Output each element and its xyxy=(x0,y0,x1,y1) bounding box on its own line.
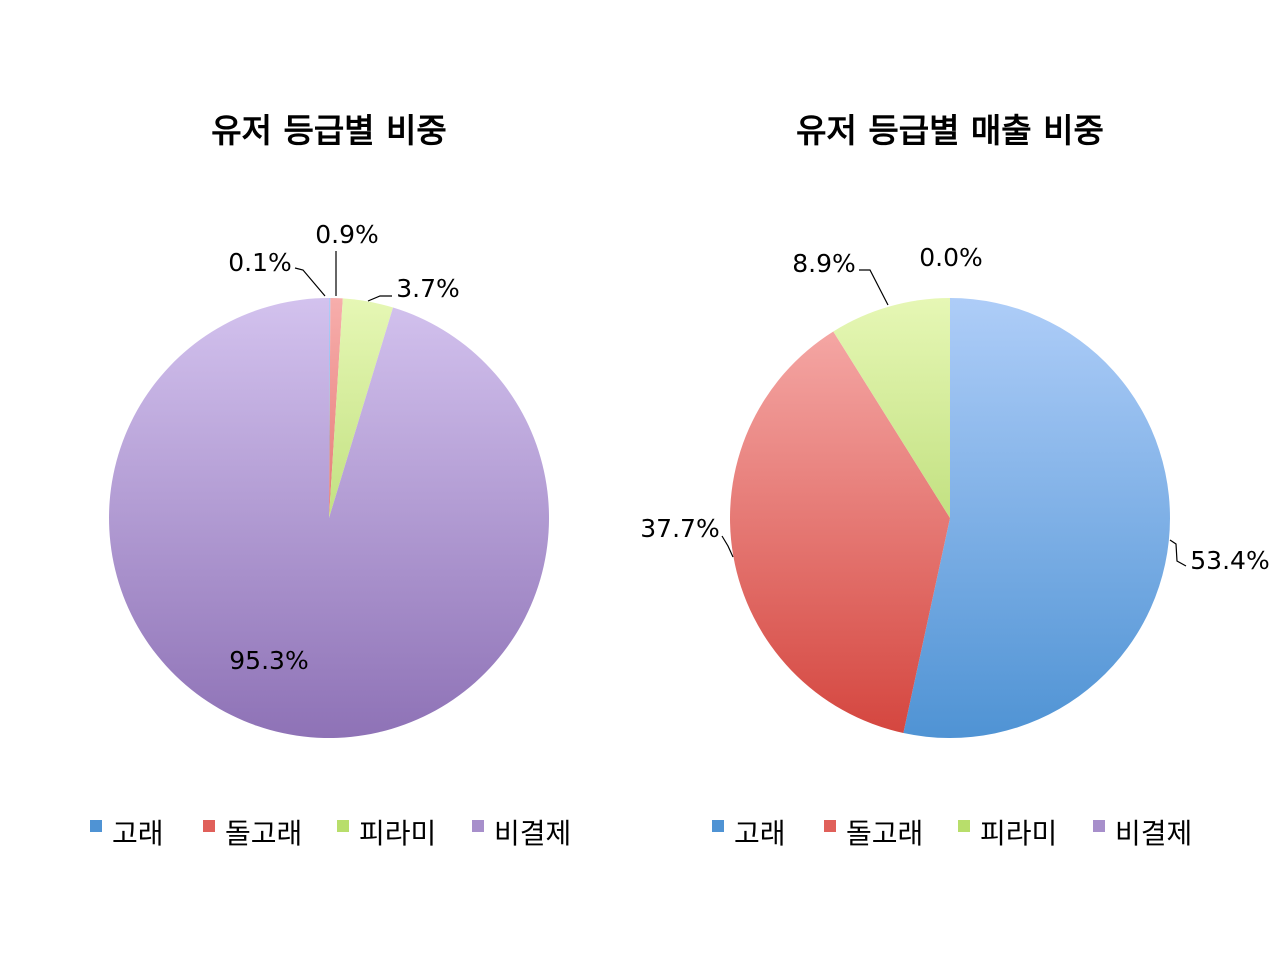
slice-non-paying xyxy=(109,298,550,738)
chart-title: 유저 등급별 매출 비중 xyxy=(796,111,1104,150)
leader-line-whale xyxy=(294,267,326,297)
legend-label-non-paying: 비결제 xyxy=(494,817,571,850)
leader-line-whale xyxy=(1169,539,1187,567)
legend-label-minnow: 피라미 xyxy=(980,817,1057,850)
legend-swatch-dolphin xyxy=(824,820,836,832)
legend-label-whale: 고래 xyxy=(112,817,164,850)
legend-swatch-whale xyxy=(712,820,724,832)
leader-line-minnow xyxy=(859,269,889,306)
data-labels: 0.1% 0.9% 3.7% 95.3% xyxy=(228,220,460,675)
data-label-minnow: 8.9% xyxy=(792,249,856,278)
slice-dolphin xyxy=(329,298,343,518)
data-label-dolphin: 37.7% xyxy=(640,514,719,543)
legend-swatch-minnow xyxy=(958,820,970,832)
data-label-minnow: 3.7% xyxy=(396,274,460,303)
slice-minnow xyxy=(833,298,950,518)
chart-title: 유저 등급별 비중 xyxy=(211,111,447,150)
legend-label-dolphin: 돌고래 xyxy=(846,817,923,850)
legend-label-non-paying: 비결제 xyxy=(1115,817,1192,850)
legend-swatch-whale xyxy=(90,820,102,832)
leader-line-dolphin xyxy=(721,535,734,558)
legend-swatch-dolphin xyxy=(203,820,215,832)
data-label-non-paying: 0.0% xyxy=(919,243,983,272)
data-labels: 53.4% 37.7% 8.9% 0.0% xyxy=(640,243,1269,575)
legend-label-dolphin: 돌고래 xyxy=(225,817,302,850)
data-label-non-paying: 95.3% xyxy=(229,646,308,675)
slice-dolphin xyxy=(729,331,950,733)
user-grade-share-chart: 유저 등급별 비중 0.1% 0.9% 3.7% 95.3% 고래 돌고래 피라미 비결제 xyxy=(90,111,571,850)
slice-whale xyxy=(329,297,331,518)
legend-swatch-minnow xyxy=(337,820,349,832)
slice-minnow xyxy=(329,298,394,518)
legend: 고래 돌고래 피라미 비결제 xyxy=(712,817,1192,850)
data-label-whale: 53.4% xyxy=(1190,546,1269,575)
legend-label-whale: 고래 xyxy=(734,817,786,850)
legend-swatch-non-paying xyxy=(472,820,484,832)
leader-line-minnow xyxy=(367,295,392,302)
pie xyxy=(729,298,1170,738)
slice-whale xyxy=(903,298,1170,738)
legend-label-minnow: 피라미 xyxy=(359,817,436,850)
data-label-dolphin: 0.9% xyxy=(315,220,379,249)
legend-swatch-non-paying xyxy=(1093,820,1105,832)
data-label-whale: 0.1% xyxy=(228,248,292,277)
legend: 고래 돌고래 피라미 비결제 xyxy=(90,817,571,850)
user-grade-revenue-share-chart: 유저 등급별 매출 비중 53.4% 37.7% 8.9% 0.0% 고래 돌고래 피라미… xyxy=(640,111,1269,850)
pie xyxy=(109,297,550,738)
